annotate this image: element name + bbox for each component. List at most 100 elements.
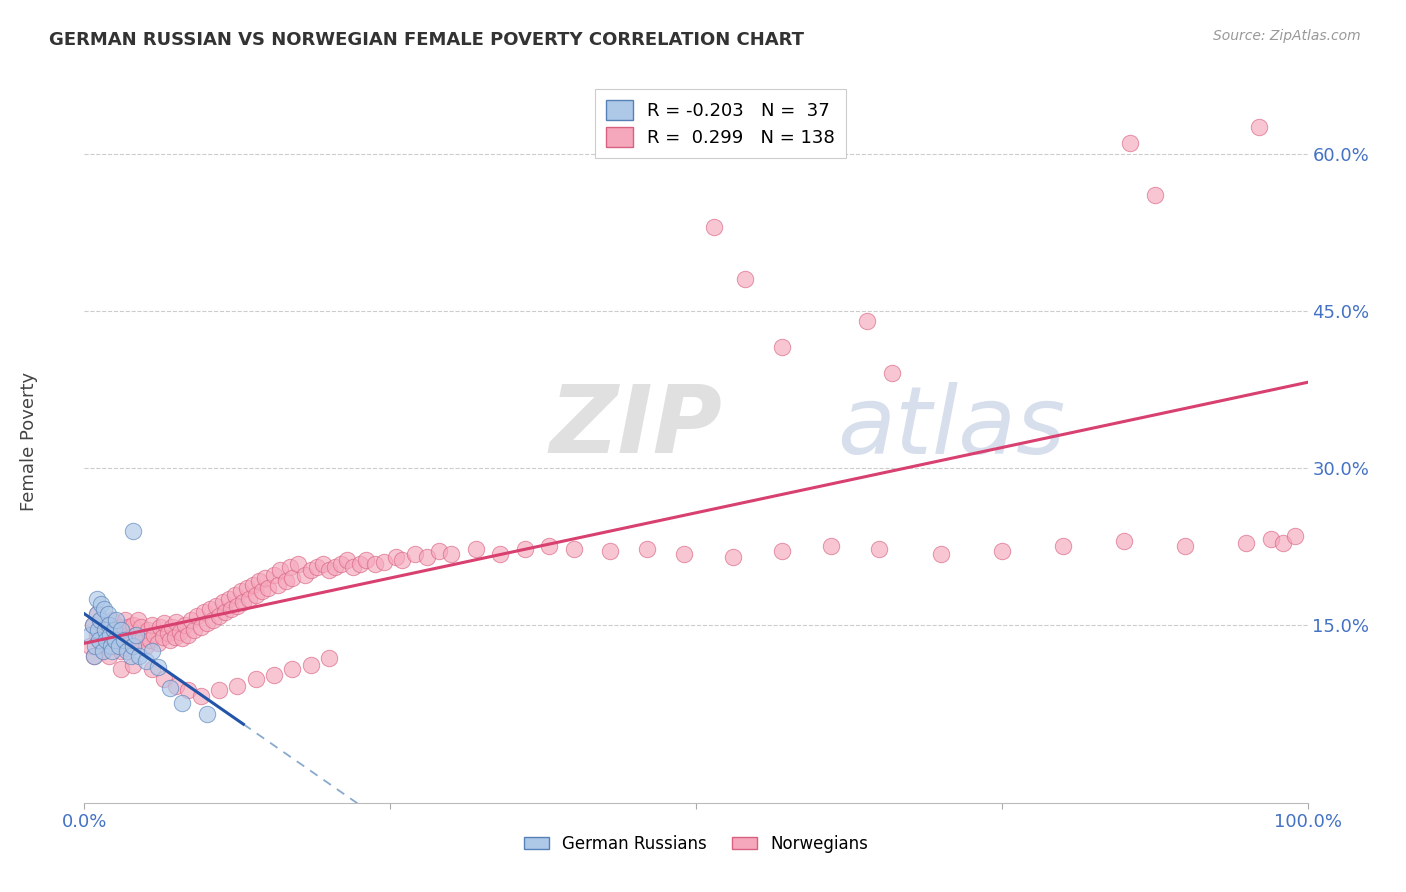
Point [110, 644, 132, 658]
Point [165, 615, 187, 629]
Point [330, 557, 353, 571]
Point [156, 626, 179, 640]
Point [122, 524, 145, 538]
Point [87, 633, 110, 648]
Point [440, 547, 463, 561]
Point [195, 615, 218, 630]
Point [770, 340, 793, 354]
Point [404, 547, 426, 561]
Point [114, 613, 136, 627]
Point [135, 639, 157, 653]
Point [238, 591, 260, 606]
Point [219, 602, 242, 616]
Point [281, 571, 304, 585]
Point [169, 625, 191, 640]
Point [929, 547, 952, 561]
Point [703, 219, 725, 234]
Point [96, 639, 118, 653]
Point [101, 613, 124, 627]
Point [86, 628, 108, 642]
Point [82, 617, 104, 632]
Point [94, 623, 117, 637]
Point [93, 602, 115, 616]
Point [159, 633, 181, 648]
Point [820, 539, 842, 553]
Point [236, 581, 259, 595]
Point [349, 557, 371, 571]
Point [276, 574, 298, 588]
Point [734, 272, 756, 286]
Point [489, 547, 512, 561]
Text: Female Poverty: Female Poverty [20, 372, 38, 511]
Point [122, 639, 145, 653]
Point [312, 557, 335, 571]
Point [427, 544, 450, 558]
Point [100, 639, 122, 653]
Point [139, 633, 162, 648]
Point [190, 620, 212, 634]
Point [464, 542, 486, 557]
Point [193, 605, 215, 619]
Point [318, 651, 340, 665]
Point [254, 571, 277, 585]
Point [1143, 188, 1166, 202]
Point [1174, 539, 1197, 553]
Point [165, 679, 187, 693]
Point [115, 640, 138, 655]
Point [869, 542, 891, 557]
Point [229, 584, 252, 599]
Point [278, 560, 301, 574]
Point [342, 560, 364, 574]
Point [97, 607, 120, 622]
Point [190, 689, 212, 703]
Point [86, 607, 108, 622]
Point [281, 662, 304, 676]
Point [112, 631, 135, 645]
Point [103, 623, 125, 637]
Point [513, 542, 536, 557]
Point [364, 557, 387, 571]
Point [97, 623, 120, 637]
Point [1114, 534, 1136, 549]
Point [98, 628, 121, 642]
Point [105, 623, 128, 637]
Point [122, 617, 145, 632]
Point [141, 617, 163, 632]
Point [323, 560, 346, 574]
Point [770, 544, 793, 558]
Point [183, 623, 205, 637]
Point [132, 631, 155, 645]
Point [1260, 532, 1282, 546]
Point [112, 633, 135, 648]
Point [128, 633, 150, 648]
Point [226, 679, 249, 693]
Point [1247, 120, 1270, 135]
Point [242, 578, 264, 592]
Point [86, 591, 108, 606]
Point [104, 633, 127, 648]
Legend: German Russians, Norwegians: German Russians, Norwegians [517, 828, 875, 860]
Point [146, 635, 169, 649]
Point [110, 623, 132, 637]
Point [125, 628, 148, 642]
Point [101, 644, 124, 658]
Point [263, 567, 285, 582]
Text: ZIP: ZIP [550, 381, 723, 473]
Point [416, 549, 439, 564]
Point [991, 544, 1014, 558]
Point [336, 553, 359, 567]
Point [391, 553, 413, 567]
Point [110, 620, 132, 634]
Point [636, 542, 658, 557]
Point [287, 557, 309, 571]
Point [177, 628, 200, 642]
Point [79, 628, 101, 642]
Point [91, 644, 114, 658]
Point [91, 644, 114, 658]
Point [245, 672, 267, 686]
Point [226, 599, 249, 613]
Point [127, 613, 149, 627]
Text: atlas: atlas [837, 382, 1064, 473]
Point [152, 631, 174, 645]
Point [211, 595, 233, 609]
